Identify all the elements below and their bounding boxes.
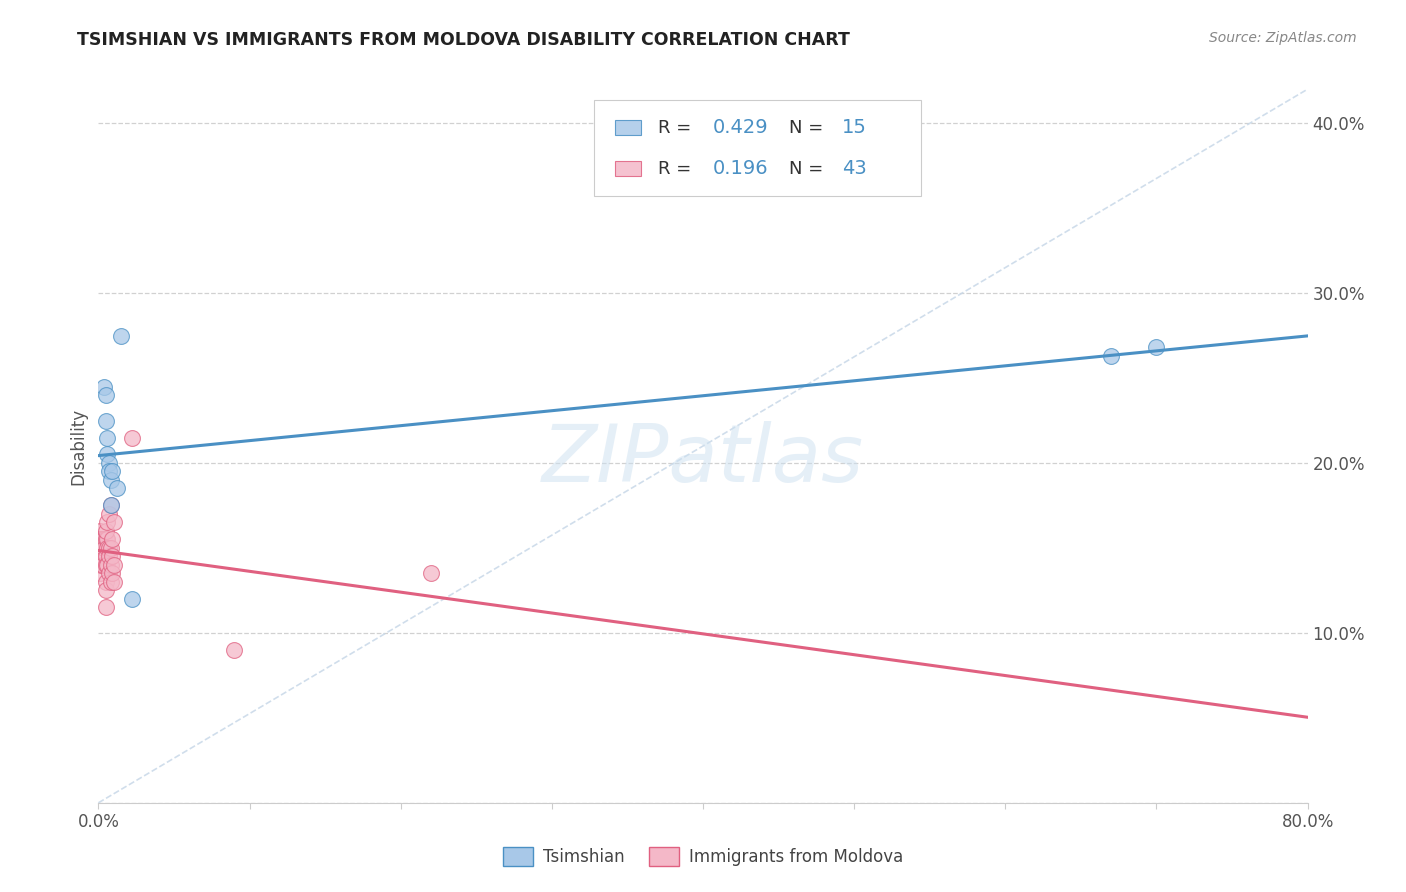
Point [101, 533, 124, 547]
Point [96, 430, 118, 444]
Point [94, 600, 117, 615]
FancyBboxPatch shape [614, 161, 641, 177]
Text: ZIPatlas: ZIPatlas [541, 421, 865, 500]
Text: TSIMSHIAN VS IMMIGRANTS FROM MOLDOVA DISABILITY CORRELATION CHART: TSIMSHIAN VS IMMIGRANTS FROM MOLDOVA DIS… [77, 31, 851, 49]
Point [93, 541, 115, 555]
Point [90, 541, 112, 555]
Point [100, 558, 122, 572]
Point [94, 388, 117, 402]
Point [91, 541, 114, 555]
Point [98, 549, 121, 564]
Point [101, 465, 124, 479]
Text: R =: R = [658, 119, 697, 136]
Point [110, 328, 132, 343]
Point [224, 643, 246, 657]
Point [89, 533, 111, 547]
Text: N =: N = [789, 119, 830, 136]
Point [96, 541, 118, 555]
Point [91, 533, 114, 547]
Point [93, 533, 115, 547]
Point [89, 566, 111, 581]
Point [96, 448, 118, 462]
Legend: Tsimshian, Immigrants from Moldova: Tsimshian, Immigrants from Moldova [496, 840, 910, 873]
Point [100, 499, 122, 513]
FancyBboxPatch shape [595, 100, 921, 196]
Point [1099, 349, 1122, 363]
Point [90, 533, 112, 547]
Point [94, 524, 117, 538]
Point [121, 591, 143, 606]
FancyBboxPatch shape [614, 120, 641, 136]
Point [101, 566, 124, 581]
Point [100, 473, 122, 487]
Point [105, 482, 128, 496]
Point [90, 549, 112, 564]
Point [98, 507, 121, 521]
Text: 0.429: 0.429 [713, 118, 768, 137]
Point [121, 430, 143, 444]
Point [98, 456, 121, 470]
Point [103, 558, 125, 572]
Point [100, 499, 122, 513]
Point [94, 549, 117, 564]
Point [96, 516, 118, 530]
Point [100, 541, 122, 555]
Text: N =: N = [789, 160, 830, 178]
Point [89, 524, 111, 538]
Point [96, 533, 118, 547]
Point [96, 558, 118, 572]
Y-axis label: Disability: Disability [69, 408, 87, 484]
Text: R =: R = [658, 160, 703, 178]
Text: 0.196: 0.196 [713, 159, 768, 178]
Point [91, 558, 114, 572]
Text: 43: 43 [842, 159, 868, 178]
Point [91, 549, 114, 564]
Point [103, 574, 125, 589]
Point [94, 583, 117, 598]
Point [89, 533, 111, 547]
Point [89, 549, 111, 564]
Point [420, 566, 443, 581]
Point [101, 549, 124, 564]
Point [103, 516, 125, 530]
Point [1144, 341, 1167, 355]
Point [98, 465, 121, 479]
Point [94, 558, 117, 572]
Point [98, 541, 121, 555]
Point [90, 558, 112, 572]
Text: 15: 15 [842, 118, 868, 137]
Point [98, 566, 121, 581]
Text: Source: ZipAtlas.com: Source: ZipAtlas.com [1209, 31, 1357, 45]
Point [94, 574, 117, 589]
Point [93, 379, 115, 393]
Point [94, 413, 117, 427]
Point [94, 533, 117, 547]
Point [100, 574, 122, 589]
